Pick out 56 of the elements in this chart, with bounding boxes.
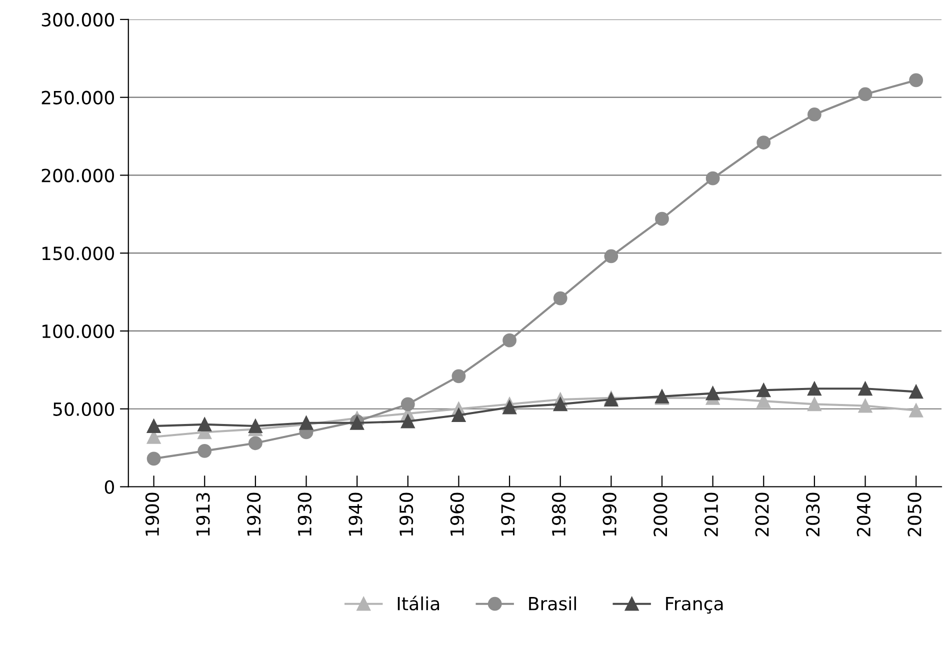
point	[452, 408, 466, 422]
point	[146, 419, 161, 433]
point	[655, 212, 669, 226]
x-tick-label: 1913	[196, 493, 210, 536]
point	[400, 397, 415, 412]
y-tick-label: 0	[104, 480, 114, 494]
point	[807, 108, 822, 122]
point	[502, 333, 516, 348]
point	[452, 369, 466, 384]
point	[502, 400, 516, 414]
x-tick-label: 2000	[654, 492, 668, 536]
point	[909, 403, 924, 418]
point	[146, 452, 161, 466]
x-tick-label: 1960	[450, 492, 464, 536]
x-tick-label: 1970	[501, 492, 515, 536]
point	[807, 397, 822, 412]
point	[198, 444, 212, 458]
point	[858, 382, 872, 396]
point	[909, 384, 924, 399]
point	[604, 392, 618, 406]
point	[706, 171, 720, 186]
y-tick-label: 50.000	[53, 402, 114, 416]
point	[756, 383, 771, 398]
x-tick-label: 1920	[247, 492, 261, 536]
point	[807, 382, 822, 396]
point	[553, 397, 568, 412]
x-tick-label: 1900	[145, 492, 160, 536]
x-tick-label: 2030	[806, 492, 820, 536]
y-tick-label: 250.000	[42, 90, 114, 104]
point	[756, 136, 771, 150]
legend-label: França	[666, 597, 723, 614]
x-tick-label: 1940	[348, 492, 362, 536]
x-tick-label: 1980	[552, 492, 566, 536]
x-tick-label: 1930	[298, 492, 312, 536]
point	[858, 87, 872, 102]
point	[248, 419, 262, 433]
legend-label: Brasil	[529, 596, 576, 610]
point	[553, 291, 568, 306]
point	[198, 418, 212, 432]
legend-label: Itália	[398, 596, 440, 610]
x-tick-label: 2020	[755, 492, 769, 536]
point	[604, 249, 618, 264]
x-tick-label: 2010	[704, 492, 718, 536]
point	[400, 414, 415, 428]
y-tick-label: 150.000	[42, 246, 114, 260]
point	[706, 386, 720, 400]
y-tick-label: 100.000	[42, 324, 114, 338]
point	[858, 398, 872, 413]
point	[248, 436, 262, 450]
x-tick-label: 2040	[856, 492, 870, 536]
y-tick-label: 200.000	[42, 168, 114, 182]
x-tick-label: 1950	[399, 492, 414, 536]
x-tick-label: 1990	[602, 492, 616, 536]
y-tick-label: 300.000	[42, 12, 114, 27]
point	[909, 73, 924, 88]
x-tick-label: 2050	[908, 492, 922, 536]
